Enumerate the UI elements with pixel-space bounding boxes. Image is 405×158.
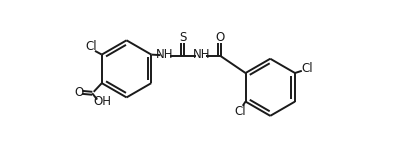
Text: Cl: Cl <box>301 62 312 75</box>
Text: S: S <box>179 31 186 44</box>
Text: O: O <box>215 31 224 44</box>
Text: OH: OH <box>93 95 111 108</box>
Text: NH: NH <box>156 48 173 61</box>
Text: NH: NH <box>192 48 210 61</box>
Text: O: O <box>74 86 83 99</box>
Text: Cl: Cl <box>85 40 96 53</box>
Text: Cl: Cl <box>234 105 245 118</box>
